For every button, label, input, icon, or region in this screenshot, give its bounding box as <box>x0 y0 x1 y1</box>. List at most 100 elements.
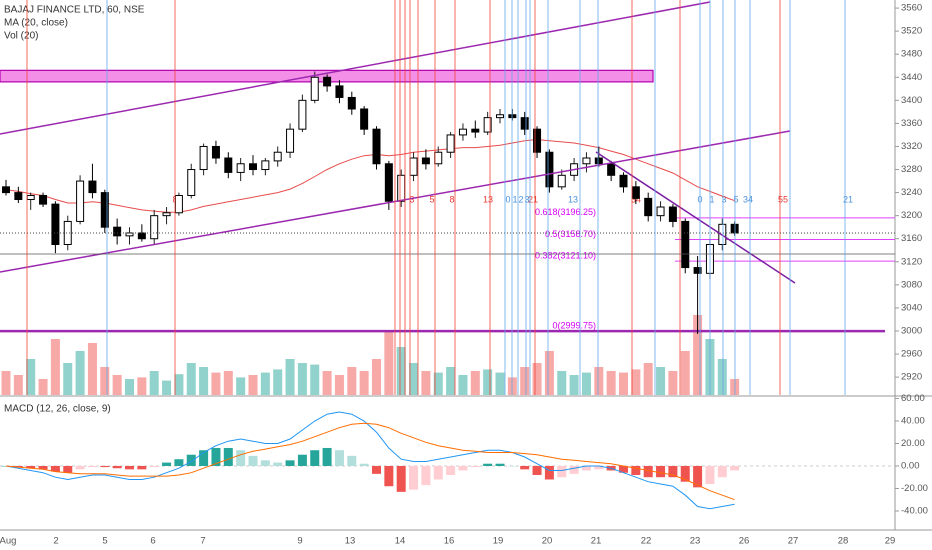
candle-body <box>261 160 270 171</box>
candle-body <box>286 128 295 153</box>
candle-body <box>63 220 72 245</box>
candle-body <box>458 128 467 136</box>
candle-body <box>298 99 307 130</box>
volume-bar <box>717 359 727 395</box>
histogram-bar <box>384 465 394 487</box>
candle-body <box>113 226 122 237</box>
fib-label: 0.382(3121.10) <box>535 251 596 261</box>
y-tick-label: 3480 <box>901 49 922 60</box>
histogram-bar <box>310 450 320 466</box>
volume-bar <box>297 363 307 395</box>
x-tick-label: 14 <box>395 536 406 547</box>
cycle-label: 0 <box>505 194 510 204</box>
volume-bar <box>149 371 159 395</box>
volume-bar <box>569 375 579 395</box>
x-tick-label: 23 <box>690 536 701 547</box>
histogram-bar <box>656 465 666 478</box>
volume-bar <box>643 363 653 395</box>
y-tick-label: 40.00 <box>901 415 925 426</box>
histogram-bar <box>211 447 221 466</box>
candle-body <box>668 206 677 222</box>
volume-bar <box>606 371 616 395</box>
histogram-bar <box>483 463 493 466</box>
histogram-bar <box>13 465 23 468</box>
candle-body <box>51 203 60 245</box>
histogram-bar <box>347 455 357 466</box>
candle-body <box>434 151 443 165</box>
x-tick-label: 7 <box>200 536 205 547</box>
cycle-label: 5 <box>429 194 434 204</box>
candle-body <box>693 267 702 274</box>
volume-bar <box>87 343 97 395</box>
candle-body <box>496 114 504 119</box>
histogram-bar <box>297 454 307 466</box>
volume-bar <box>557 371 567 395</box>
cycle-label: 13 <box>483 194 493 204</box>
volume-bar <box>359 371 369 395</box>
histogram-bar <box>693 465 703 488</box>
volume-bar <box>1 371 11 395</box>
histogram-bar <box>668 465 678 478</box>
histogram-bar <box>372 465 381 474</box>
candle-body <box>409 157 418 176</box>
histogram-bar <box>334 450 344 466</box>
histogram-bar <box>495 463 505 466</box>
histogram-bar <box>236 450 246 466</box>
volume-bar <box>112 375 122 395</box>
candle-body <box>533 128 542 153</box>
histogram-bar <box>631 465 641 475</box>
histogram-bar <box>705 465 715 484</box>
candle-body <box>594 157 603 165</box>
histogram-bar <box>125 465 134 470</box>
y-tick-label: 20.00 <box>901 438 925 449</box>
volume-bar <box>174 374 184 395</box>
y-tick-label: 3440 <box>901 72 922 83</box>
trend-line <box>595 151 796 284</box>
x-tick-label: 19 <box>493 536 504 547</box>
candle-body <box>557 174 566 188</box>
cycle-label: 55 <box>778 194 788 204</box>
indicator-label: MA (20, close) <box>4 18 68 29</box>
x-tick-label: 29 <box>885 536 896 547</box>
histogram-bar <box>730 465 740 471</box>
volume-bar <box>421 371 431 395</box>
candle-body <box>100 192 109 228</box>
volume-bar <box>137 377 147 395</box>
histogram-bar <box>680 465 690 482</box>
histogram-bar <box>470 465 480 468</box>
histogram-bar <box>544 465 554 480</box>
candle-body <box>174 194 183 214</box>
x-tick-label: 22 <box>641 536 652 547</box>
macd-label: MACD (12, 26, close, 9) <box>4 404 111 415</box>
volume-bar <box>458 375 468 395</box>
histogram-bar <box>26 465 36 469</box>
candle-body <box>150 215 159 240</box>
candle-body <box>607 163 616 176</box>
x-tick-label: 6 <box>150 536 155 547</box>
volume-bar <box>75 351 85 395</box>
x-tick-label: 27 <box>788 536 799 547</box>
volume-bar <box>322 371 332 395</box>
volume-bar <box>50 339 60 395</box>
candle-body <box>397 174 406 202</box>
y-tick-label: 3200 <box>901 210 922 221</box>
candle-body <box>471 128 480 133</box>
x-tick-label: 9 <box>297 536 302 547</box>
cycle-label: 3 <box>524 194 529 204</box>
y-tick-label: 3000 <box>901 326 922 337</box>
candle-body <box>88 180 97 194</box>
volume-bar <box>26 359 36 395</box>
candle-body <box>644 197 653 217</box>
histogram-bar <box>199 450 209 466</box>
cycle-label: 21 <box>528 194 538 204</box>
volume-bar <box>384 331 394 395</box>
cycle-label: 1 <box>512 194 517 204</box>
volume-bar <box>310 364 320 395</box>
histogram-bar <box>75 465 85 470</box>
y-tick-label: 3560 <box>901 3 922 14</box>
candle-body <box>681 220 690 269</box>
cycle-label: 5 <box>733 194 738 204</box>
x-tick-label: 2 <box>53 536 58 547</box>
volume-bar <box>285 359 295 395</box>
